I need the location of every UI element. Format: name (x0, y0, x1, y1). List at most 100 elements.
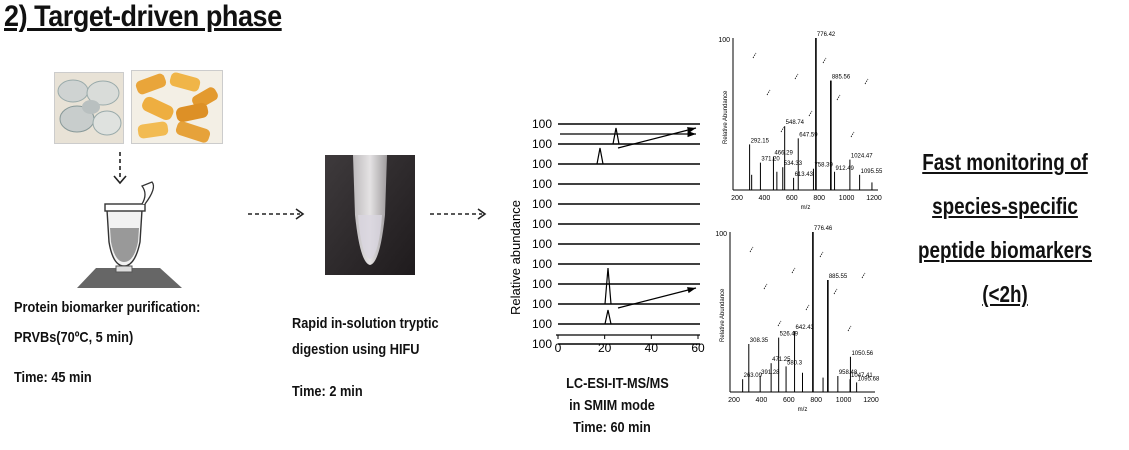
chromatogram-tick-label: 60 (691, 341, 705, 355)
spectrum-ylabel: Relative Abundance (723, 90, 729, 144)
spectrum-tick-label: 200 (728, 397, 740, 404)
spectrum-peak-label: 1095.68 (858, 376, 880, 382)
chromatogram-peak (596, 147, 604, 165)
eppendorf-tube-photo (325, 155, 415, 275)
dashed-right-arrow-2 (430, 208, 487, 220)
spectrum-tick-label: 800 (813, 195, 825, 202)
spectrum-fragment-mark (766, 89, 771, 96)
result-line1: Fast monitoring of (922, 149, 1088, 175)
spectrum-fragment-mark (847, 325, 852, 332)
tube-heatblock-icon (77, 181, 182, 288)
spectrum-peak-label: 526.49 (780, 332, 799, 338)
spectrum-peak-label: 776.46 (814, 226, 833, 232)
step2-label-line2: digestion using HIFU (292, 341, 420, 358)
spectrum-fragment-mark (794, 73, 799, 80)
chromatogram-caption: LC-ESI-IT-MS/MS in SMIM mode Time: 60 mi… (566, 373, 669, 439)
chromatogram-trace-label: 100 (532, 297, 552, 311)
result-line2: species-specific (932, 193, 1078, 219)
chromatogram-peak (604, 309, 612, 325)
dashed-down-arrow (113, 152, 127, 185)
spectrum-fragment-mark (836, 94, 841, 101)
chromatogram-trace-label: 100 (532, 277, 552, 291)
arrow-to-spectrum2 (617, 287, 697, 309)
spectrum-fragment-mark (819, 251, 824, 258)
spectrum-tick-label: 800 (810, 397, 822, 404)
spectrum-fragment-mark (808, 110, 813, 117)
spectrum-peak-label: 534.33 (784, 161, 803, 167)
spectrum-peak-label: 758.39 (814, 163, 833, 169)
page-title: 2) Target-driven phase (4, 0, 282, 33)
chromatogram-trace-label: 100 (532, 337, 552, 351)
method-line1: LC-ESI-IT-MS/MS (566, 375, 669, 392)
spectrum-peak-label: 548.74 (786, 120, 805, 126)
spectrum-tick-label: 400 (759, 195, 771, 202)
spectrum-peak-label: 371.20 (761, 157, 780, 163)
spectrum-peak-label: 1095.55 (861, 169, 883, 175)
spectrum-tick-label: 1000 (839, 195, 855, 202)
spectrum-tick-label: 600 (786, 195, 798, 202)
step2-label-line1: Rapid in-solution tryptic (292, 315, 439, 332)
arrow-to-spectrum1-diagonal-head (687, 127, 696, 134)
mass-spectrum-2: 100 Relative Abundance 200 400 600 800 1000 120… (715, 226, 880, 413)
spectrum-tick-label: 1200 (863, 397, 879, 404)
spectrum-fragment-mark (780, 126, 785, 133)
chromatogram-tick-label: 40 (645, 341, 659, 355)
spectrum-peak-label: 776.42 (817, 32, 836, 38)
arrow-to-spectrum1-head (687, 130, 696, 138)
fish-photo (54, 72, 124, 144)
spectrum-xlabel: m/z (801, 205, 811, 211)
arrow-to-spectrum1-diagonal (617, 127, 697, 149)
spectrum-peak-label: 885.55 (829, 274, 848, 280)
step1-time: Time: 45 min (14, 369, 92, 386)
spectrum-fragment-mark (791, 267, 796, 274)
spectrum-fragment-mark (752, 52, 757, 59)
chromatogram-tick-label: 20 (598, 341, 612, 355)
mass-spectrum-1: 100 Relative Abundance 200 400 600 800 1000 120… (718, 32, 883, 211)
chromatogram: Relative abundance 100 100 100 100 100 100 100… (508, 117, 705, 355)
spectrum-fragment-mark (822, 57, 827, 64)
spectrum-ytop-label: 100 (715, 231, 727, 238)
method-line2: in SMIM mode (569, 397, 655, 414)
spectrum-peak-label: 958.48 (839, 370, 858, 376)
chromatogram-trace-label: 100 (532, 197, 552, 211)
result-line3: peptide biomarkers (918, 237, 1092, 263)
step2-time: Time: 2 min (292, 383, 363, 400)
spectrum-tick-label: 600 (783, 397, 795, 404)
spectrum-peak-label: 1047.41 (851, 373, 873, 379)
spectrum-peak-label: 1050.56 (851, 351, 873, 357)
spectrum-fragment-mark (850, 131, 855, 138)
spectrum-fragment-mark (763, 283, 768, 290)
spectrum-peak-label: 885.56 (832, 75, 851, 81)
spectrum-peak-label: 1024.47 (851, 154, 873, 160)
step1-label-line2: PRVBs(70ºC, 5 min) (14, 329, 134, 346)
spectrum-ytop-label: 100 (718, 37, 730, 44)
spectrum-peak-label: 580.3 (787, 360, 803, 366)
spectrum-peak-label: 613.43 (795, 172, 814, 178)
chromatogram-trace-label: 100 (532, 237, 552, 251)
spectrum-peak-label: 912.49 (836, 166, 855, 172)
spectrum-xlabel: m/z (798, 407, 808, 413)
spectrum-peak-label: 292.15 (751, 138, 770, 144)
result-text: Fast monitoring of species-specific pept… (903, 140, 1108, 316)
spectrum-peak-label: 471.25 (772, 357, 791, 363)
chromatogram-trace-label: 100 (532, 317, 552, 331)
chromatogram-tick-label: 0 (555, 341, 562, 355)
spectrum-tick-label: 400 (756, 397, 768, 404)
spectrum-fragment-mark (749, 246, 754, 253)
step1-label: Protein biomarker purification: PRVBs(70… (14, 297, 200, 389)
fish-sticks-photo (131, 70, 223, 144)
chromatogram-ylabel: Relative abundance (508, 200, 523, 315)
step2-label: Rapid in-solution tryptic digestion usin… (292, 313, 439, 403)
chromatogram-traces: 100 100 100 100 100 100 100 100 100 100 100 100 (532, 117, 700, 351)
chromatogram-trace-label: 100 (532, 217, 552, 231)
spectrum-tick-label: 1200 (866, 195, 882, 202)
chromatogram-trace-label: 100 (532, 177, 552, 191)
spectrum-fragment-mark (777, 320, 782, 327)
spectrum-tick-label: 200 (731, 195, 743, 202)
chromatogram-peak (612, 127, 620, 145)
chromatogram-peak (604, 267, 612, 305)
spectrum-fragment-mark (805, 304, 810, 311)
spectrum-peak-label: 263.09 (744, 373, 763, 379)
spectrum-fragment-mark (864, 78, 869, 85)
chromatogram-trace-label: 100 (532, 137, 552, 151)
